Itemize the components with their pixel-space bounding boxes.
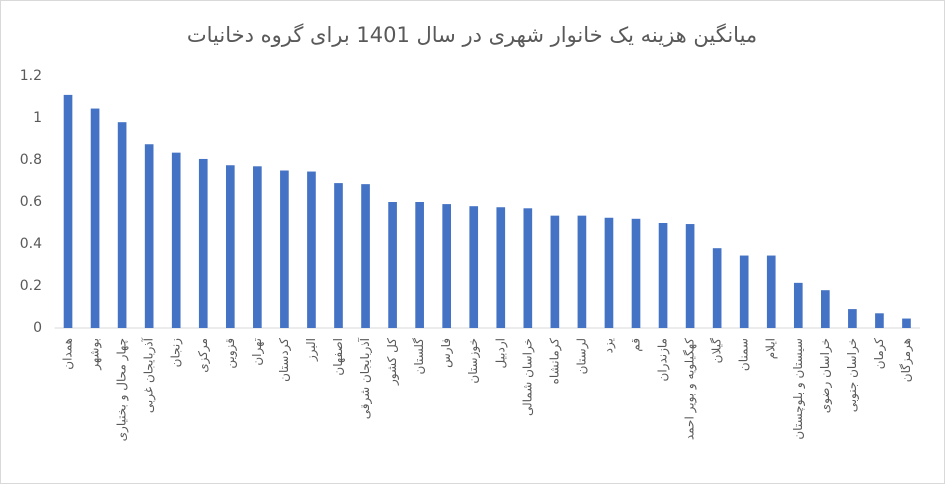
x-tick-label: آذربایجان شرقی — [357, 337, 373, 419]
bar — [658, 223, 668, 328]
x-tick-label: خوزستان — [466, 338, 481, 384]
bar — [171, 152, 181, 328]
bar — [388, 202, 397, 328]
x-tick-label: قزوین — [223, 338, 238, 369]
bar — [253, 166, 262, 328]
x-tick-label: چهار محال و بختیاری — [115, 338, 130, 441]
x-tick-label: کل کشور — [385, 338, 400, 386]
chart-title: میانگین هزینه یک خانوار شهری در سال 1401… — [187, 23, 757, 47]
bar — [90, 108, 100, 328]
y-tick-label: 0.6 — [20, 194, 42, 210]
y-tick-label: 0.2 — [20, 278, 42, 294]
bar — [523, 208, 533, 328]
x-tick-label: کرمانشاه — [547, 338, 562, 385]
bar — [225, 165, 235, 328]
y-tick-label: 1.2 — [20, 68, 42, 84]
bar — [902, 318, 911, 328]
x-tick-label: لرستان — [574, 338, 589, 374]
x-tick-label: قم — [629, 338, 643, 352]
bar — [144, 144, 154, 328]
bar — [848, 309, 857, 328]
x-tick-label: سیستان و بلوچستان — [791, 338, 806, 440]
bar — [334, 183, 343, 328]
x-tick-label: همدان — [61, 338, 75, 370]
bar — [685, 224, 695, 328]
x-tick-label: تهران — [250, 338, 265, 366]
x-tick-label: بوشهر — [88, 338, 103, 371]
bar — [198, 158, 208, 328]
x-tick-label: خراسان جنوبی — [845, 338, 860, 412]
bar — [875, 313, 884, 328]
bar — [821, 290, 830, 328]
x-tick-label: البرز — [304, 338, 319, 362]
x-tick-label: گلستان — [412, 338, 426, 375]
x-tick-label: گیلان — [710, 338, 724, 364]
x-tick-label: ایلام — [764, 338, 778, 359]
y-tick-label: 1 — [33, 110, 42, 126]
x-tick-label: خراسان شمالی — [520, 338, 535, 416]
bar — [712, 248, 722, 328]
bar — [63, 94, 73, 329]
bar — [415, 202, 424, 328]
bar — [793, 282, 803, 328]
bar — [766, 255, 776, 328]
bar — [496, 207, 506, 328]
y-tick-label: 0.8 — [20, 152, 42, 168]
bar — [361, 184, 370, 328]
x-tick-label: مرکزی — [196, 338, 211, 373]
x-tick-label: اردبیل — [493, 338, 508, 369]
bar — [469, 206, 479, 328]
y-tick-label: 0.4 — [20, 236, 42, 252]
bar — [117, 122, 127, 328]
x-tick-label: زنجان — [169, 338, 184, 368]
x-tick-label: مازندران — [656, 338, 671, 381]
y-tick-label: 0 — [33, 320, 42, 336]
x-tick-label: سمنان — [737, 338, 751, 371]
bar — [307, 171, 316, 328]
bar — [739, 255, 749, 328]
x-tick-label: کهگیلویه و بویر احمد — [683, 338, 698, 440]
x-tick-label: خراسان رضوی — [818, 338, 833, 413]
bar — [631, 218, 641, 328]
bar — [280, 170, 289, 328]
x-tick-label: اصفهان — [331, 338, 345, 376]
x-tick-label: آذربایجان غربی — [141, 337, 157, 413]
x-tick-label: فارس — [439, 338, 454, 368]
bar — [577, 215, 587, 328]
x-tick-label: یزد — [601, 338, 616, 353]
bar — [604, 217, 614, 328]
bar — [550, 215, 560, 328]
x-tick-label: کردستان — [277, 338, 292, 382]
x-tick-label: هرمزگان — [899, 338, 914, 382]
bar — [442, 204, 452, 328]
x-tick-label: کرمان — [872, 338, 887, 370]
